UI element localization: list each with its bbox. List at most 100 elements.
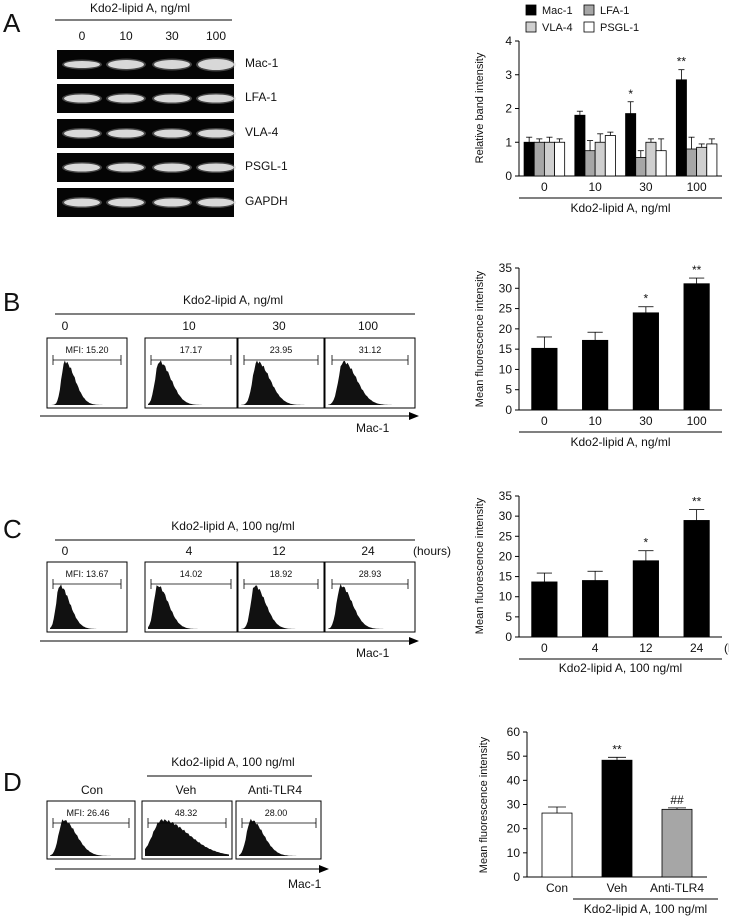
gel-band: [64, 61, 100, 68]
panel-d: D Kdo2-lipid A, 100 ng/ml Con Veh Anti-T…: [3, 755, 329, 891]
histogram-curve: [148, 360, 234, 405]
gel-band-glow: [62, 197, 102, 208]
x-unit-label: (hours): [724, 641, 729, 655]
category-label: 0: [541, 180, 548, 194]
significance-mark: *: [644, 292, 649, 306]
bar: [661, 808, 693, 878]
y-tick-label: 30: [499, 281, 513, 295]
category-label: Con: [546, 881, 568, 895]
y-tick-label: 25: [499, 302, 513, 316]
gel-band: [198, 59, 234, 70]
category-label: 24: [690, 641, 704, 655]
gel-band: [108, 60, 144, 69]
category-label: Anti-TLR4: [650, 881, 704, 895]
bar: [655, 150, 667, 177]
panel-b: B Kdo2-lipid A, ng/ml 0 10 30 100 MFI: 1…: [3, 287, 419, 435]
mfi-value: 31.12: [359, 345, 382, 355]
gel-band-glow: [106, 93, 146, 104]
significance-mark: **: [692, 495, 702, 509]
panel-letter-b: B: [3, 287, 20, 317]
lane-label: 100: [206, 29, 226, 43]
mfi-value: 14.02: [180, 569, 203, 579]
histogram-curve: [328, 360, 412, 405]
lane-label: 0: [79, 29, 86, 43]
gel-band-glow: [152, 162, 192, 173]
gel-band: [64, 198, 100, 207]
x-axis-label: Kdo2-lipid A, ng/ml: [570, 435, 670, 449]
bar: [582, 339, 609, 411]
chart-legend: Mac-1 LFA-1 VLA-4 PSGL-1: [525, 4, 639, 34]
category-label: 0: [541, 414, 548, 428]
arrow-head-icon: [409, 637, 419, 645]
gel-band-glow: [106, 162, 146, 173]
significance-mark: ##: [670, 793, 684, 807]
y-axis-label: Relative band intensity: [474, 52, 486, 163]
flow-header: Kdo2-lipid A, 100 ng/ml: [171, 519, 294, 533]
gel-band-glow: [62, 162, 102, 173]
category-label: 30: [639, 414, 653, 428]
gel-band-glow: [196, 162, 236, 173]
panel-c: C Kdo2-lipid A, 100 ng/ml 0 4 12 24 (hou…: [3, 514, 451, 660]
column-label: 12: [272, 544, 286, 558]
category-label: 100: [687, 180, 707, 194]
y-tick-label: 30: [507, 798, 521, 812]
arrow-label: Mac-1: [288, 877, 322, 891]
y-tick-label: 35: [499, 261, 513, 275]
gene-label: VLA-4: [245, 125, 279, 139]
category-label: 4: [592, 641, 599, 655]
bar: [675, 79, 687, 177]
y-tick-label: 4: [505, 34, 512, 48]
legend-label: PSGL-1: [600, 22, 639, 34]
bar: [541, 812, 573, 878]
y-tick-label: 15: [499, 570, 513, 584]
category-label: 10: [588, 180, 602, 194]
bar-chart-a: 0 1 2 3 4 Relative band intensity 0 10 30 100 Kdo2…: [474, 4, 722, 215]
legend-swatch: [583, 21, 595, 33]
histogram-curve: [145, 819, 229, 856]
mfi-value: 28.93: [359, 569, 382, 579]
gel-band-glow: [106, 128, 146, 139]
bar: [531, 347, 558, 411]
gel-band-glow: [62, 93, 102, 104]
gel-band: [64, 163, 100, 172]
category-label: Veh: [607, 881, 628, 895]
y-tick-label: 30: [499, 509, 513, 523]
gel-blots: [57, 50, 236, 217]
legend-swatch: [525, 21, 537, 33]
histogram-curve: [50, 584, 124, 629]
gel-band: [198, 198, 234, 207]
category-label: 100: [687, 414, 707, 428]
lane-label: 30: [165, 29, 179, 43]
y-tick-label: 20: [499, 549, 513, 563]
panel-a: A Kdo2-lipid A, ng/ml 0 10 30 100 Mac-1 …: [3, 1, 288, 217]
mfi-value: 18.92: [270, 569, 293, 579]
column-label: 30: [272, 319, 286, 333]
bar-chart-c: 0 5 10 15 20 25 30 35 Mean fluorescence intensit…: [474, 489, 729, 675]
histogram-curve: [50, 819, 132, 856]
y-tick-label: 5: [505, 610, 512, 624]
bar: [625, 113, 637, 177]
y-tick-label: 20: [499, 322, 513, 336]
mfi-value: MFI: 15.20: [65, 345, 108, 355]
gel-band-glow: [196, 197, 236, 208]
bar-chart-b: 0 5 10 15 20 25 30 35 Mean fluorescence intensit…: [474, 261, 722, 449]
histogram-curve: [50, 360, 124, 405]
y-tick-label: 1: [505, 135, 512, 149]
category-label: 10: [588, 414, 602, 428]
x-axis-label: Kdo2-lipid A, 100 ng/ml: [559, 661, 682, 675]
legend-swatch: [525, 4, 537, 16]
gel-band: [154, 94, 190, 103]
flow-histograms: [46, 337, 416, 409]
bar: [582, 580, 609, 638]
column-label: 0: [62, 319, 69, 333]
bar: [696, 146, 708, 177]
y-tick-label: 25: [499, 529, 513, 543]
gel-band: [108, 163, 144, 172]
bar: [635, 157, 647, 177]
gel-band-glow: [152, 197, 192, 208]
bar: [604, 135, 616, 177]
gel-band-glow: [152, 128, 192, 139]
gel-band: [198, 129, 234, 138]
